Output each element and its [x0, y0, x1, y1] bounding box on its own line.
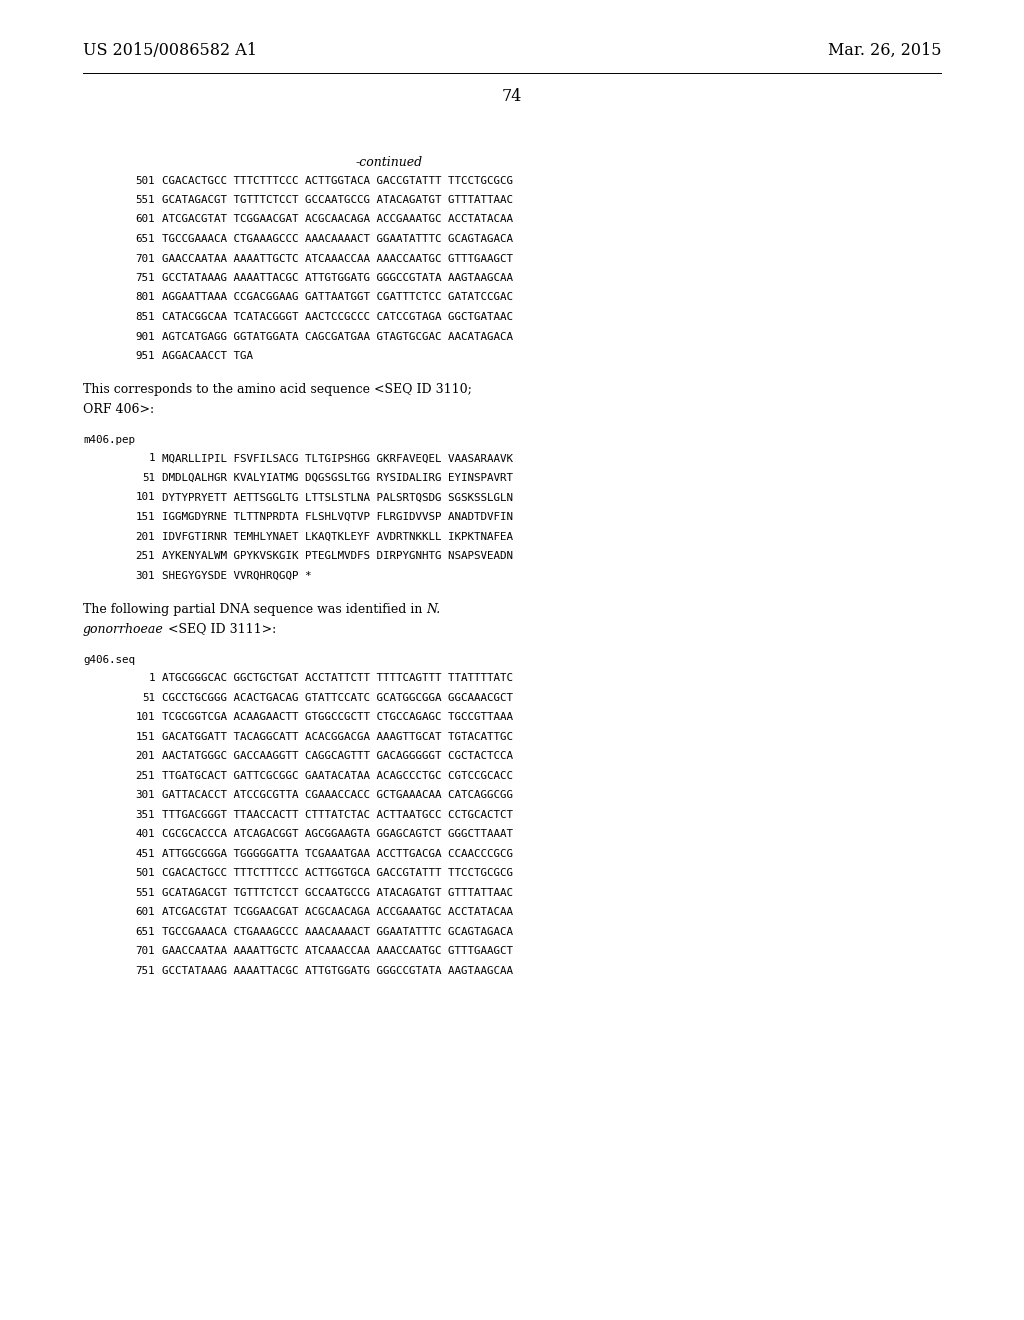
- Text: 751: 751: [135, 965, 155, 975]
- Text: 951: 951: [135, 351, 155, 360]
- Text: 501: 501: [135, 176, 155, 186]
- Text: AACTATGGGC GACCAAGGTT CAGGCAGTTT GACAGGGGGT CGCTACTCCA: AACTATGGGC GACCAAGGTT CAGGCAGTTT GACAGGG…: [162, 751, 513, 762]
- Text: CGCCTGCGGG ACACTGACAG GTATTCCATC GCATGGCGGA GGCAAACGCT: CGCCTGCGGG ACACTGACAG GTATTCCATC GCATGGC…: [162, 693, 513, 702]
- Text: GCATAGACGT TGTTTCTCCT GCCAATGCCG ATACAGATGT GTTTATTAAC: GCATAGACGT TGTTTCTCCT GCCAATGCCG ATACAGA…: [162, 887, 513, 898]
- Text: 51: 51: [142, 693, 155, 702]
- Text: m406.pep: m406.pep: [83, 436, 135, 445]
- Text: CGCGCACCCA ATCAGACGGT AGCGGAAGTA GGAGCAGTCT GGGCTTAAAT: CGCGCACCCA ATCAGACGGT AGCGGAAGTA GGAGCAG…: [162, 829, 513, 840]
- Text: 151: 151: [135, 731, 155, 742]
- Text: ATCGACGTAT TCGGAACGAT ACGCAACAGA ACCGAAATGC ACCTATACAA: ATCGACGTAT TCGGAACGAT ACGCAACAGA ACCGAAA…: [162, 214, 513, 224]
- Text: IDVFGTIRNR TEMHLYNAET LKAQTKLEYF AVDRTNKKLL IKPKTNAFEA: IDVFGTIRNR TEMHLYNAET LKAQTKLEYF AVDRTNK…: [162, 532, 513, 541]
- Text: 101: 101: [135, 711, 155, 722]
- Text: GACATGGATT TACAGGCATT ACACGGACGA AAAGTTGCAT TGTACATTGC: GACATGGATT TACAGGCATT ACACGGACGA AAAGTTG…: [162, 731, 513, 742]
- Text: 1: 1: [148, 673, 155, 682]
- Text: 51: 51: [142, 473, 155, 483]
- Text: <SEQ ID 3111>:: <SEQ ID 3111>:: [164, 623, 276, 635]
- Text: 651: 651: [135, 234, 155, 244]
- Text: 501: 501: [135, 869, 155, 878]
- Text: CATACGGCAA TCATACGGGT AACTCCGCCC CATCCGTAGA GGCTGATAAC: CATACGGCAA TCATACGGGT AACTCCGCCC CATCCGT…: [162, 312, 513, 322]
- Text: 851: 851: [135, 312, 155, 322]
- Text: 401: 401: [135, 829, 155, 840]
- Text: 601: 601: [135, 907, 155, 917]
- Text: 701: 701: [135, 946, 155, 956]
- Text: AGGACAACCT TGA: AGGACAACCT TGA: [162, 351, 253, 360]
- Text: 101: 101: [135, 492, 155, 503]
- Text: 351: 351: [135, 809, 155, 820]
- Text: ATTGGCGGGA TGGGGGATTA TCGAAATGAA ACCTTGACGA CCAACCCGCG: ATTGGCGGGA TGGGGGATTA TCGAAATGAA ACCTTGA…: [162, 849, 513, 858]
- Text: g406.seq: g406.seq: [83, 655, 135, 665]
- Text: This corresponds to the amino acid sequence <SEQ ID 3110;: This corresponds to the amino acid seque…: [83, 384, 472, 396]
- Text: TTTGACGGGT TTAACCACTT CTTTATCTAC ACTTAATGCC CCTGCACTCT: TTTGACGGGT TTAACCACTT CTTTATCTAC ACTTAAT…: [162, 809, 513, 820]
- Text: GAACCAATAA AAAATTGCTC ATCAAACCAA AAACCAATGC GTTTGAAGCT: GAACCAATAA AAAATTGCTC ATCAAACCAA AAACCAA…: [162, 946, 513, 956]
- Text: GATTACACCT ATCCGCGTTA CGAAACCACC GCTGAAACAA CATCAGGCGG: GATTACACCT ATCCGCGTTA CGAAACCACC GCTGAAA…: [162, 789, 513, 800]
- Text: 751: 751: [135, 273, 155, 282]
- Text: 701: 701: [135, 253, 155, 264]
- Text: AGTCATGAGG GGTATGGATA CAGCGATGAA GTAGTGCGAC AACATAGACA: AGTCATGAGG GGTATGGATA CAGCGATGAA GTAGTGC…: [162, 331, 513, 342]
- Text: TCGCGGTCGA ACAAGAACTT GTGGCCGCTT CTGCCAGAGC TGCCGTTAAA: TCGCGGTCGA ACAAGAACTT GTGGCCGCTT CTGCCAG…: [162, 711, 513, 722]
- Text: SHEGYGYSDE VVRQHRQGQP *: SHEGYGYSDE VVRQHRQGQP *: [162, 570, 311, 581]
- Text: TTGATGCACT GATTCGCGGC GAATACATAA ACAGCCCTGC CGTCCGCACC: TTGATGCACT GATTCGCGGC GAATACATAA ACAGCCC…: [162, 771, 513, 780]
- Text: MQARLLIPIL FSVFILSACG TLTGIPSHGG GKRFAVEQEL VAASARAAVK: MQARLLIPIL FSVFILSACG TLTGIPSHGG GKRFAVE…: [162, 454, 513, 463]
- Text: 201: 201: [135, 532, 155, 541]
- Text: 901: 901: [135, 331, 155, 342]
- Text: The following partial DNA sequence was identified in: The following partial DNA sequence was i…: [83, 603, 426, 616]
- Text: 74: 74: [502, 88, 522, 106]
- Text: 451: 451: [135, 849, 155, 858]
- Text: 301: 301: [135, 789, 155, 800]
- Text: 251: 251: [135, 771, 155, 780]
- Text: TGCCGAAACA CTGAAAGCCC AAACAAAACT GGAATATTTC GCAGTAGACA: TGCCGAAACA CTGAAAGCCC AAACAAAACT GGAATAT…: [162, 234, 513, 244]
- Text: 251: 251: [135, 550, 155, 561]
- Text: AGGAATTAAA CCGACGGAAG GATTAATGGT CGATTTCTCC GATATCCGAC: AGGAATTAAA CCGACGGAAG GATTAATGGT CGATTTC…: [162, 293, 513, 302]
- Text: AYKENYALWM GPYKVSKGIK PTEGLMVDFS DIRPYGNHTG NSAPSVEADN: AYKENYALWM GPYKVSKGIK PTEGLMVDFS DIRPYGN…: [162, 550, 513, 561]
- Text: 301: 301: [135, 570, 155, 581]
- Text: DYTYPRYETT AETTSGGLTG LTTSLSTLNA PALSRTQSDG SGSKSSLGLN: DYTYPRYETT AETTSGGLTG LTTSLSTLNA PALSRTQ…: [162, 492, 513, 503]
- Text: DMDLQALHGR KVALYIATMG DQGSGSLTGG RYSIDALIRG EYINSPAVRT: DMDLQALHGR KVALYIATMG DQGSGSLTGG RYSIDAL…: [162, 473, 513, 483]
- Text: 801: 801: [135, 293, 155, 302]
- Text: 601: 601: [135, 214, 155, 224]
- Text: ATCGACGTAT TCGGAACGAT ACGCAACAGA ACCGAAATGC ACCTATACAA: ATCGACGTAT TCGGAACGAT ACGCAACAGA ACCGAAA…: [162, 907, 513, 917]
- Text: 201: 201: [135, 751, 155, 762]
- Text: 551: 551: [135, 887, 155, 898]
- Text: N.: N.: [426, 603, 440, 616]
- Text: US 2015/0086582 A1: US 2015/0086582 A1: [83, 42, 257, 59]
- Text: CGACACTGCC TTTCTTTCCC ACTTGGTGCA GACCGTATTT TTCCTGCGCG: CGACACTGCC TTTCTTTCCC ACTTGGTGCA GACCGTA…: [162, 869, 513, 878]
- Text: 151: 151: [135, 512, 155, 521]
- Text: IGGMGDYRNE TLTTNPRDTA FLSHLVQTVP FLRGIDVVSP ANADTDVFIN: IGGMGDYRNE TLTTNPRDTA FLSHLVQTVP FLRGIDV…: [162, 512, 513, 521]
- Text: gonorrhoeae: gonorrhoeae: [83, 623, 164, 635]
- Text: GCCTATAAAG AAAATTACGC ATTGTGGATG GGGCCGTATA AAGTAAGCAA: GCCTATAAAG AAAATTACGC ATTGTGGATG GGGCCGT…: [162, 965, 513, 975]
- Text: GAACCAATAA AAAATTGCTC ATCAAACCAA AAACCAATGC GTTTGAAGCT: GAACCAATAA AAAATTGCTC ATCAAACCAA AAACCAA…: [162, 253, 513, 264]
- Text: 551: 551: [135, 195, 155, 205]
- Text: -continued: -continued: [355, 156, 423, 169]
- Text: Mar. 26, 2015: Mar. 26, 2015: [827, 42, 941, 59]
- Text: GCCTATAAAG AAAATTACGC ATTGTGGATG GGGCCGTATA AAGTAAGCAA: GCCTATAAAG AAAATTACGC ATTGTGGATG GGGCCGT…: [162, 273, 513, 282]
- Text: TGCCGAAACA CTGAAAGCCC AAACAAAACT GGAATATTTC GCAGTAGACA: TGCCGAAACA CTGAAAGCCC AAACAAAACT GGAATAT…: [162, 927, 513, 936]
- Text: 651: 651: [135, 927, 155, 936]
- Text: ATGCGGGCAC GGCTGCTGAT ACCTATTCTT TTTTCAGTTT TTATTTTATC: ATGCGGGCAC GGCTGCTGAT ACCTATTCTT TTTTCAG…: [162, 673, 513, 682]
- Text: 1: 1: [148, 454, 155, 463]
- Text: ORF 406>:: ORF 406>:: [83, 403, 155, 416]
- Text: CGACACTGCC TTTCTTTCCC ACTTGGTACA GACCGTATTT TTCCTGCGCG: CGACACTGCC TTTCTTTCCC ACTTGGTACA GACCGTA…: [162, 176, 513, 186]
- Text: GCATAGACGT TGTTTCTCCT GCCAATGCCG ATACAGATGT GTTTATTAAC: GCATAGACGT TGTTTCTCCT GCCAATGCCG ATACAGA…: [162, 195, 513, 205]
